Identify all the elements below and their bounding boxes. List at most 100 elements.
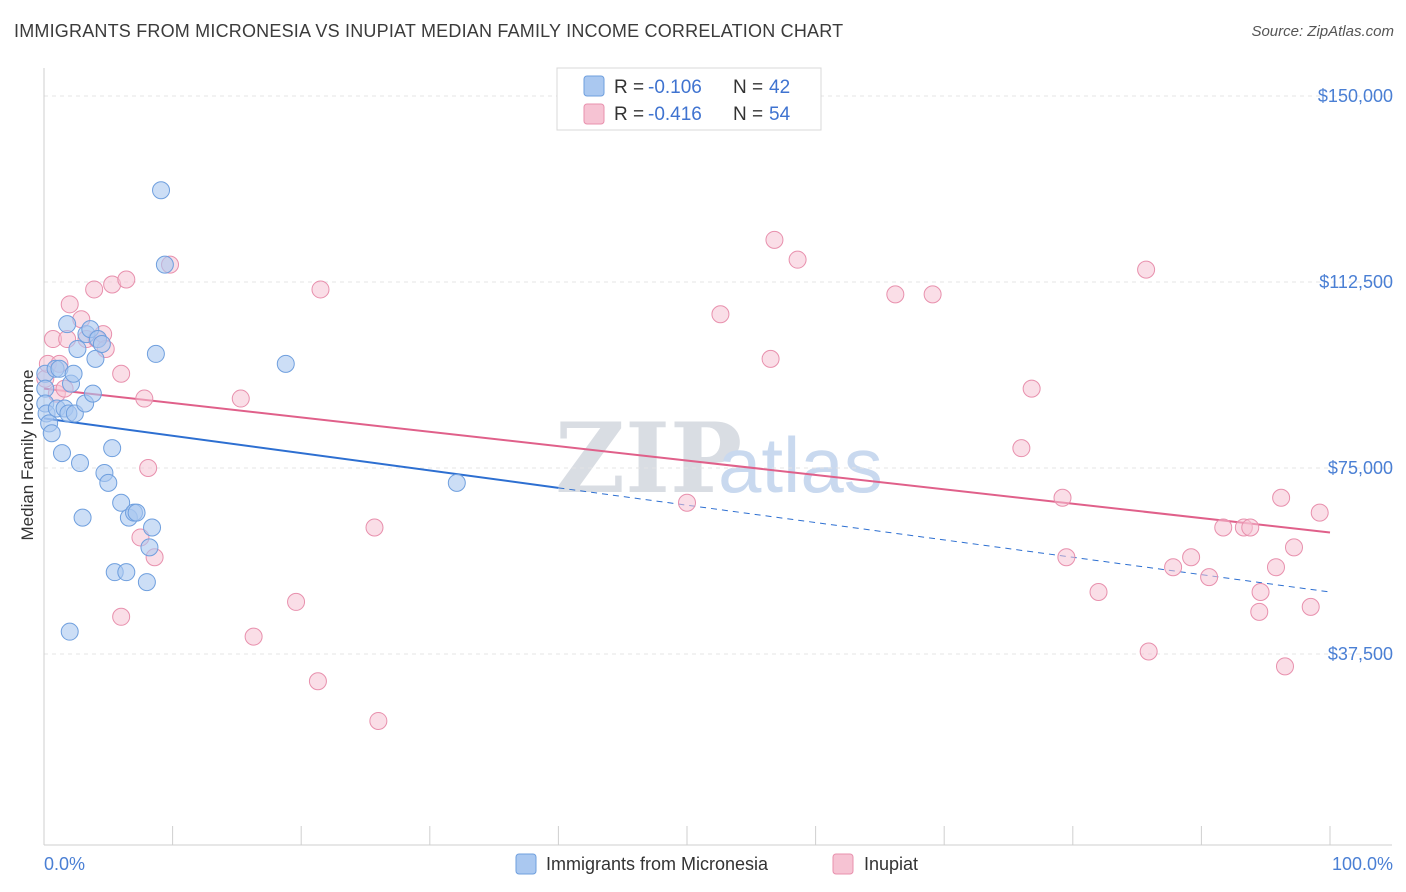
micronesia-point bbox=[155, 255, 174, 274]
grid-lines bbox=[44, 95, 1392, 655]
legend-n-value-1: 42 bbox=[769, 77, 790, 98]
inupiat-point bbox=[1057, 548, 1076, 567]
legend-n-label-2: N = bbox=[733, 104, 763, 125]
inupiat-point bbox=[135, 389, 154, 408]
inupiat-point bbox=[788, 250, 807, 269]
inupiat-point bbox=[678, 493, 696, 512]
inupiat-point bbox=[1241, 518, 1260, 537]
micronesia-point bbox=[68, 339, 87, 358]
micronesia-point bbox=[86, 349, 105, 368]
inupiat-point bbox=[1250, 602, 1269, 621]
inupiat-point bbox=[1182, 548, 1201, 567]
micronesia-point bbox=[140, 538, 159, 557]
x-tick-label-max: 100.0% bbox=[1332, 854, 1393, 874]
inupiat-point bbox=[711, 305, 730, 324]
inupiat-point bbox=[1284, 538, 1303, 557]
y-tick-label: $112,500 bbox=[1319, 272, 1393, 292]
inupiat-point bbox=[112, 607, 131, 626]
y-tick-labels: $150,000 $112,500 $75,000 $37,500 bbox=[1318, 86, 1393, 664]
inupiat-point bbox=[1214, 518, 1233, 537]
inupiat-point bbox=[1275, 657, 1294, 676]
trend-lines bbox=[43, 387, 1331, 593]
micronesia-point bbox=[99, 473, 118, 492]
inupiat-point bbox=[923, 285, 942, 304]
micronesia-point bbox=[276, 354, 295, 373]
inupiat-point bbox=[244, 627, 263, 646]
series-legend-swatch-blue bbox=[515, 853, 537, 875]
watermark-atlas: atlas bbox=[718, 421, 883, 509]
y-tick-label: $150,000 bbox=[1318, 86, 1393, 106]
y-tick-label: $75,000 bbox=[1328, 458, 1393, 478]
inupiat-point bbox=[1251, 583, 1270, 601]
correlation-legend: R = -0.106 N = 42 R = -0.416 N = 54 bbox=[556, 67, 822, 131]
micronesia-point bbox=[112, 493, 131, 512]
inupiat-point bbox=[311, 280, 330, 299]
inupiat-point bbox=[1200, 568, 1219, 587]
micronesia-trend-extension bbox=[558, 487, 1331, 593]
inupiat-point bbox=[1266, 558, 1285, 577]
inupiat-point bbox=[1012, 439, 1031, 458]
micronesia-point bbox=[127, 503, 146, 522]
inupiat-point bbox=[1089, 583, 1108, 601]
axes bbox=[43, 68, 1392, 846]
micronesia-point bbox=[60, 622, 79, 641]
series-legend-label-2: Inupiat bbox=[864, 854, 918, 874]
inupiat-point bbox=[1022, 379, 1041, 398]
legend-n-value-2: 54 bbox=[769, 104, 791, 125]
inupiat-point bbox=[60, 295, 79, 314]
y-axis-title: Median Family Income bbox=[18, 369, 37, 540]
inupiat-point bbox=[1272, 488, 1291, 507]
micronesia-point bbox=[447, 473, 466, 492]
inupiat-point bbox=[365, 518, 384, 537]
legend-n-label-1: N = bbox=[733, 77, 763, 98]
micronesia-point bbox=[83, 384, 102, 403]
inupiat-point bbox=[1301, 597, 1320, 616]
watermark-zip: ZIP bbox=[555, 402, 742, 515]
micronesia-point bbox=[152, 181, 171, 200]
micronesia-point bbox=[117, 563, 136, 582]
series-legend-label-1: Immigrants from Micronesia bbox=[546, 854, 769, 874]
series-legend: Immigrants from Micronesia Inupiat bbox=[515, 853, 918, 875]
inupiat-point bbox=[287, 592, 306, 611]
micronesia-point bbox=[71, 454, 90, 473]
legend-swatch-pink bbox=[583, 103, 605, 125]
inupiat-points bbox=[36, 230, 1329, 730]
series-legend-swatch-pink bbox=[832, 853, 854, 875]
inupiat-point bbox=[761, 349, 780, 368]
micronesia-points bbox=[36, 181, 466, 641]
micronesia-point bbox=[53, 444, 72, 463]
inupiat-point bbox=[117, 270, 136, 289]
micronesia-point bbox=[137, 573, 156, 592]
inupiat-point bbox=[1310, 503, 1329, 522]
inupiat-point bbox=[369, 711, 388, 730]
micronesia-point bbox=[64, 364, 83, 383]
inupiat-point bbox=[231, 389, 250, 408]
inupiat-point bbox=[1164, 558, 1183, 577]
inupiat-point bbox=[1137, 260, 1156, 279]
chart-source: Source: ZipAtlas.com bbox=[1251, 23, 1394, 40]
micronesia-point bbox=[42, 424, 61, 443]
inupiat-trend-line bbox=[43, 387, 1331, 534]
inupiat-point bbox=[886, 285, 905, 304]
legend-r-value-1: -0.106 bbox=[648, 77, 702, 98]
inupiat-point bbox=[308, 672, 327, 691]
legend-r-label-1: R = bbox=[614, 77, 644, 98]
inupiat-point bbox=[112, 364, 131, 383]
micronesia-point bbox=[143, 518, 162, 537]
micronesia-trend-line bbox=[43, 417, 559, 489]
inupiat-point bbox=[1053, 488, 1072, 507]
legend-r-value-2: -0.416 bbox=[648, 104, 702, 125]
inupiat-point bbox=[765, 230, 784, 249]
legend-r-label-2: R = bbox=[614, 104, 644, 125]
micronesia-point bbox=[92, 335, 111, 353]
micronesia-point bbox=[58, 315, 77, 334]
inupiat-point bbox=[1139, 642, 1158, 661]
micronesia-point bbox=[103, 439, 122, 458]
micronesia-point bbox=[73, 508, 92, 527]
micronesia-point bbox=[146, 344, 165, 363]
x-tick-label-min: 0.0% bbox=[44, 854, 85, 874]
legend-swatch-blue bbox=[583, 75, 605, 97]
y-tick-label: $37,500 bbox=[1328, 644, 1393, 664]
x-tick-labels: 0.0% 100.0% bbox=[44, 854, 1393, 874]
chart-title: IMMIGRANTS FROM MICRONESIA VS INUPIAT ME… bbox=[14, 21, 844, 41]
